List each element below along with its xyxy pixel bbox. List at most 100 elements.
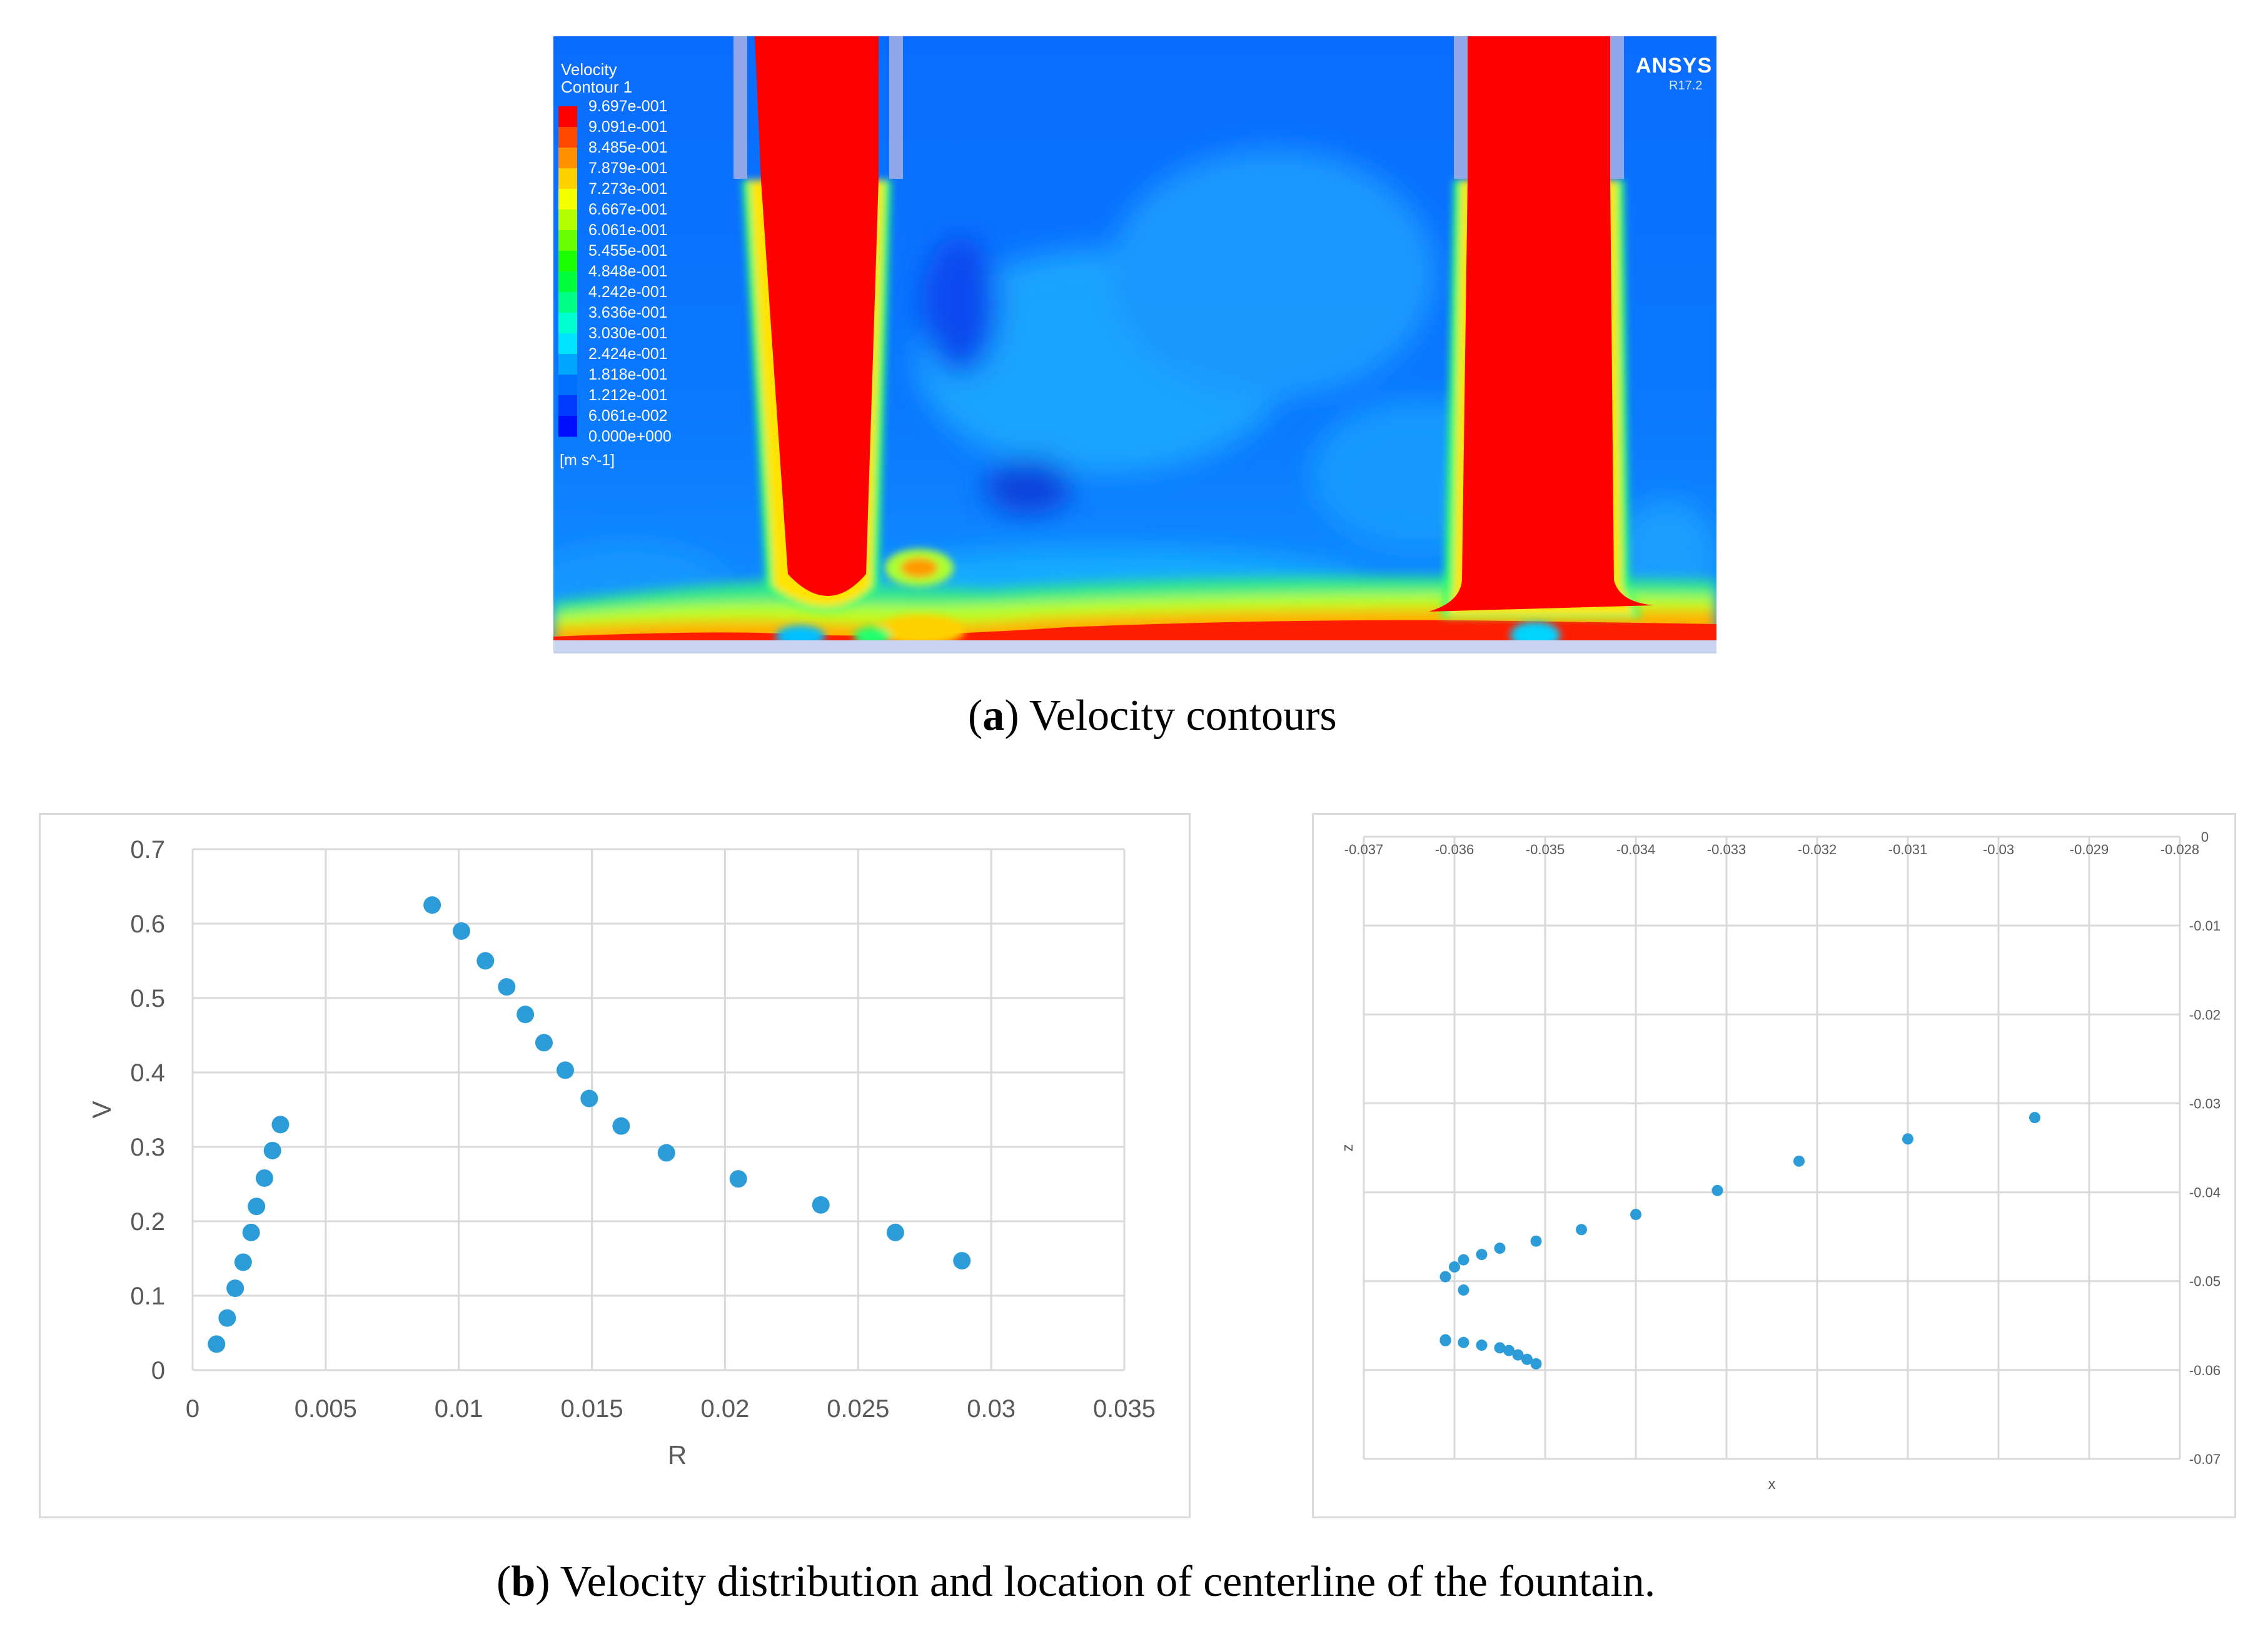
legend-level-label: 4.242e-001 [588, 283, 668, 301]
data-point [1530, 1358, 1542, 1369]
y-tick-label: -0.07 [2189, 1451, 2220, 1467]
data-point [1458, 1254, 1469, 1266]
legend-swatch [558, 354, 577, 375]
legend-title: Velocity [561, 60, 617, 79]
data-point [729, 1170, 747, 1188]
x-tick-label: -0.03 [1983, 842, 2014, 857]
x-tick-label: -0.028 [2160, 842, 2199, 857]
x-tick-label: -0.033 [1707, 842, 1746, 857]
legend-level-label: 1.818e-001 [588, 366, 668, 383]
legend-level-label: 6.061e-001 [588, 221, 668, 239]
x-tick-label: 0.035 [1093, 1395, 1156, 1423]
legend-level-label: 6.061e-002 [588, 407, 668, 425]
data-point [580, 1089, 598, 1107]
data-point [1630, 1209, 1641, 1221]
caption-b: (b) Velocity distribution and location o… [496, 1558, 1656, 1606]
data-point [1458, 1284, 1469, 1296]
data-point [452, 922, 470, 940]
legend-swatch [558, 395, 577, 416]
ansys-version: R17.2 [1669, 79, 1703, 93]
data-point [423, 896, 441, 914]
legend-swatch [558, 251, 577, 272]
data-point [263, 1141, 281, 1159]
legend-swatch [558, 333, 577, 355]
y-tick-label: 0.3 [130, 1134, 165, 1161]
x-tick-label: 0.005 [295, 1395, 357, 1423]
data-point [255, 1169, 273, 1187]
data-point [1793, 1155, 1805, 1167]
legend-level-label: 3.636e-001 [588, 304, 668, 321]
data-point [242, 1223, 260, 1241]
x-tick-label: 0.015 [561, 1395, 623, 1423]
x-tick-label: -0.036 [1435, 842, 1474, 857]
x-tick-label: 0.01 [435, 1395, 483, 1423]
x-tick-label: 0 [186, 1395, 199, 1423]
legend-level-label: 9.697e-001 [588, 98, 668, 115]
data-point [1494, 1342, 1506, 1354]
data-point [1512, 1349, 1524, 1361]
legend-level-label: 2.424e-001 [588, 345, 668, 363]
x-axis-label: x [1768, 1476, 1776, 1493]
y-tick-label: -0.02 [2189, 1007, 2220, 1022]
y-tick-label: 0.7 [130, 836, 165, 864]
data-point [557, 1061, 574, 1079]
x-axis-label: R [668, 1440, 687, 1470]
y-tick-label: 0.6 [130, 910, 165, 938]
x-tick-label: -0.032 [1798, 842, 1837, 857]
data-point [657, 1144, 675, 1162]
caption-a: (a) Velocity contours [968, 692, 1337, 740]
y-tick-label: -0.05 [2189, 1274, 2220, 1289]
y-axis-label: z [1339, 1144, 1356, 1152]
legend-swatch [558, 416, 577, 437]
data-point [812, 1196, 830, 1214]
data-point [1711, 1184, 1723, 1196]
ansys-logo: ANSYS [1636, 54, 1713, 78]
data-point [517, 1006, 535, 1024]
legend-subtitle: Contour 1 [561, 78, 633, 96]
caption-b-label: b [511, 1558, 536, 1606]
data-point [612, 1117, 630, 1135]
velocity-scatter-plot: 0 0.005 0.01 0.015 0.02 0.025 0.03 0.035 0 0.1 0.2… [87, 836, 1156, 1470]
y-tick-label: -0.04 [2189, 1185, 2220, 1201]
legend-swatch [558, 375, 577, 396]
data-point [1439, 1334, 1451, 1346]
y-tick-label: -0.03 [2189, 1096, 2220, 1111]
x-tick-label: -0.034 [1616, 842, 1655, 857]
x-tick-label: -0.035 [1526, 842, 1565, 857]
data-point [1458, 1336, 1469, 1348]
legend-level-label: 5.455e-001 [588, 242, 668, 260]
data-point [476, 952, 495, 970]
data-point [1476, 1339, 1488, 1351]
legend-swatch [558, 168, 577, 189]
y-tick-label: 0.4 [130, 1059, 165, 1087]
y-tick-label: 0.5 [130, 985, 165, 1012]
legend-level-label: 3.030e-001 [588, 325, 668, 342]
data-point [218, 1309, 236, 1327]
data-point [234, 1253, 252, 1271]
data-point [953, 1252, 971, 1270]
legend-level-label: 4.848e-001 [588, 263, 668, 280]
centerline-scatter-plot: -0.037 -0.036 -0.035 -0.034 -0.033 -0.032 -0.0… [1339, 829, 2220, 1493]
legend-level-label: 0.000e+000 [588, 428, 672, 445]
y-tick-label: 0 [2201, 829, 2209, 845]
x-tick-label: -0.029 [2070, 842, 2109, 857]
x-tick-label: -0.031 [1888, 842, 1927, 857]
legend-unit: [m s^-1] [560, 451, 615, 469]
legend-level-label: 9.091e-001 [588, 118, 668, 136]
y-tick-label: -0.06 [2189, 1363, 2220, 1378]
data-point [498, 978, 516, 996]
data-point [886, 1223, 904, 1241]
data-point [2029, 1112, 2040, 1124]
legend-swatch [558, 127, 577, 148]
legend-level-label: 7.273e-001 [588, 180, 668, 198]
legend-swatch [558, 292, 577, 313]
data-point [248, 1198, 266, 1216]
legend-swatch [558, 148, 577, 169]
legend-swatch [558, 313, 577, 334]
x-tick-label: 0.02 [700, 1395, 749, 1423]
x-tick-label: 0.025 [827, 1395, 889, 1423]
caption-a-text: Velocity contours [1029, 692, 1337, 740]
data-point [1576, 1224, 1587, 1236]
legend-level-label: 8.485e-001 [588, 139, 668, 156]
legend-swatch [558, 106, 577, 128]
